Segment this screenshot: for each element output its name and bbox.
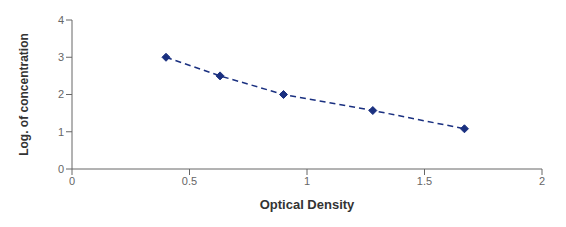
svg-text:2: 2 xyxy=(58,88,64,100)
svg-text:1: 1 xyxy=(304,175,310,187)
svg-text:1: 1 xyxy=(58,126,64,138)
svg-text:0: 0 xyxy=(58,163,64,175)
svg-text:0: 0 xyxy=(69,175,75,187)
svg-text:1.5: 1.5 xyxy=(417,175,432,187)
svg-text:Log. of concentration: Log. of concentration xyxy=(17,33,31,156)
svg-text:0.5: 0.5 xyxy=(182,175,197,187)
svg-text:Optical Density: Optical Density xyxy=(260,197,355,212)
svg-text:4: 4 xyxy=(58,14,64,26)
svg-text:2: 2 xyxy=(539,175,545,187)
svg-text:3: 3 xyxy=(58,51,64,63)
